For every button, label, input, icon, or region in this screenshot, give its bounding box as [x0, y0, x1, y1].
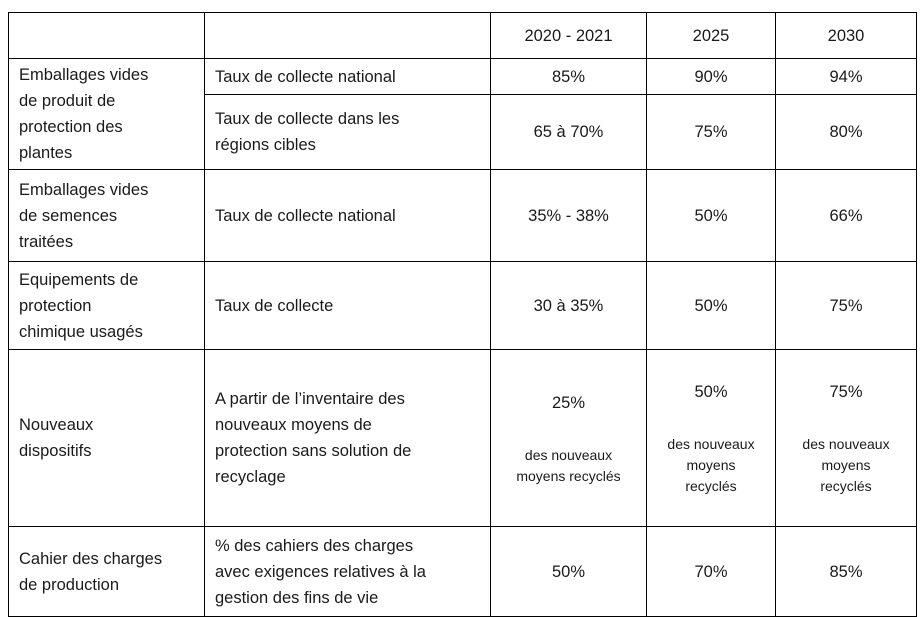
indicator-cell: A partir de l’inventaire des nouveaux mo…	[204, 349, 491, 527]
indicator-cell: Taux de collecte national	[204, 57, 491, 96]
value-cell: 75% des nouveaux moyens recyclés	[775, 349, 917, 527]
category-cell: Nouveaux dispositifs	[8, 349, 205, 527]
value-cell: 30 à 35%	[490, 261, 647, 350]
value-main: 50%	[694, 383, 728, 401]
value-cell: 75%	[646, 94, 776, 170]
category-cell: Equipements de protection chimique usagé…	[8, 261, 205, 350]
indicator-cell: % des cahiers des charges avec exigences…	[204, 526, 491, 617]
category-cell: Emballages vides de produit de protectio…	[8, 58, 205, 170]
header-empty-indicator	[204, 12, 491, 59]
indicator-cell: Taux de collecte national	[204, 169, 491, 262]
value-cell: 50%	[646, 169, 776, 262]
year-header: 2030	[775, 12, 917, 59]
table-row: Nouveaux dispositifs A partir de l’inven…	[8, 349, 917, 527]
value-cell: 50%	[646, 261, 776, 350]
header-empty-category	[8, 12, 205, 59]
category-cell: Emballages vides de semences traitées	[8, 169, 205, 262]
table-row: Taux de collecte dans les régions cibles…	[9, 94, 917, 170]
value-cell: 80%	[775, 94, 917, 170]
indicator-cell: Taux de collecte dans les régions cibles	[204, 94, 491, 170]
value-cell: 75%	[775, 261, 917, 350]
value-note: des nouveaux moyens recyclés	[516, 446, 621, 484]
value-cell: 90%	[646, 57, 776, 96]
value-main: 75%	[829, 383, 863, 401]
indicator-cell: Taux de collecte	[204, 261, 491, 350]
year-header: 2020 - 2021	[490, 12, 647, 59]
value-cell: 50%	[490, 526, 647, 617]
value-cell: 35% - 38%	[490, 169, 647, 262]
category-cell: Cahier des charges de production	[8, 526, 205, 617]
targets-table: 2020 - 2021 2025 2030 Emballages vides d…	[8, 12, 917, 617]
value-cell: 94%	[775, 57, 917, 96]
value-cell: 85%	[490, 57, 647, 96]
table-row: Equipements de protection chimique usagé…	[8, 261, 917, 350]
table-row: Cahier des charges de production % des c…	[8, 526, 917, 617]
value-cell: 85%	[775, 526, 917, 617]
value-cell: 50% des nouveaux moyens recyclés	[646, 349, 776, 527]
header-row: 2020 - 2021 2025 2030	[8, 12, 917, 59]
value-note: des nouveaux moyens recyclés	[667, 436, 755, 494]
value-cell: 70%	[646, 526, 776, 617]
year-header: 2025	[646, 12, 776, 59]
table-row: Emballages vides de semences traitées Ta…	[8, 169, 917, 262]
table-row: Emballages vides de produit de protectio…	[8, 57, 917, 170]
value-note: des nouveaux moyens recyclés	[802, 436, 890, 494]
value-cell: 66%	[775, 169, 917, 262]
value-cell: 65 à 70%	[490, 94, 647, 170]
value-main: 25%	[551, 393, 586, 412]
value-cell: 25% des nouveaux moyens recyclés	[490, 349, 647, 527]
